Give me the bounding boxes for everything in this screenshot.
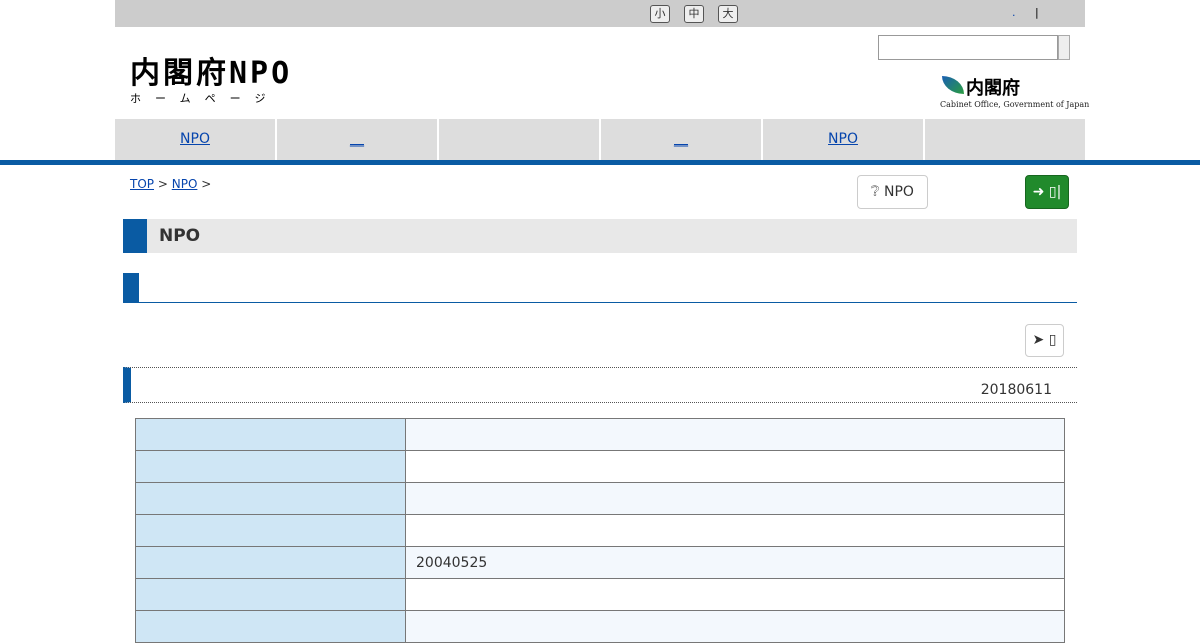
breadcrumb: TOP > NPO >: [130, 177, 211, 191]
nav-link[interactable]: __: [350, 131, 364, 147]
search-input[interactable]: [878, 35, 1058, 60]
table-row: [135, 418, 1065, 451]
table-row: [135, 610, 1065, 643]
npo-info-table: 20040525: [135, 418, 1065, 643]
arrow-circle-right-icon: ➤: [1032, 332, 1045, 348]
updated-date-heading: 20180611: [123, 367, 1077, 403]
table-row: [135, 482, 1065, 515]
row-value: [405, 514, 1065, 547]
sign-in-icon: ➜: [1032, 184, 1045, 200]
row-value: [405, 610, 1065, 643]
nav-link[interactable]: NPO: [828, 131, 858, 147]
npo-help-button[interactable]: ❔︎ NPO: [857, 175, 928, 209]
page-title: NPO: [123, 219, 1077, 253]
breadcrumb-sep: >: [201, 177, 212, 191]
font-size-small-button[interactable]: 小: [650, 5, 670, 23]
table-row: [135, 578, 1065, 611]
row-label: [135, 546, 406, 579]
row-label: [135, 578, 406, 611]
row-label: [135, 418, 406, 451]
next-label: ▯: [1048, 332, 1057, 348]
nav-item[interactable]: NPO: [763, 119, 925, 160]
nav-item[interactable]: NPO: [115, 119, 277, 160]
main-nav: NPO __ __ NPO: [115, 119, 1085, 160]
site-logo[interactable]: 内閣府NPO ホームページ: [130, 48, 292, 106]
breadcrumb-sep: >: [157, 177, 168, 191]
next-button[interactable]: ➤ ▯: [1025, 324, 1064, 357]
cabinet-office-logo[interactable]: 内閣府 Cabinet Office, Government of Japan: [940, 74, 1089, 109]
table-row: [135, 514, 1065, 547]
row-label: [135, 514, 406, 547]
breadcrumb-top[interactable]: TOP: [130, 177, 155, 191]
row-value: [405, 418, 1065, 451]
logo-sub: ホームページ: [130, 92, 280, 105]
row-value: [405, 482, 1065, 515]
npo-help-label: NPO: [883, 184, 914, 200]
font-size-large-button[interactable]: 大: [718, 5, 738, 23]
top-bar: 小 中 大 . |: [115, 0, 1085, 27]
row-value: 20040525: [405, 546, 1065, 579]
search-button[interactable]: [1058, 35, 1070, 60]
row-value: [405, 450, 1065, 483]
updated-date: 20180611: [980, 382, 1052, 398]
nav-item[interactable]: __: [601, 119, 763, 160]
nav-link[interactable]: __: [674, 131, 688, 147]
login-label: ▯|: [1048, 184, 1062, 200]
section-heading: [123, 273, 1077, 303]
cabinet-office-en: Cabinet Office, Government of Japan: [940, 100, 1090, 109]
table-row: [135, 450, 1065, 483]
row-label: [135, 482, 406, 515]
question-circle-icon: ❔︎: [871, 184, 880, 200]
breadcrumb-npo[interactable]: NPO: [171, 177, 198, 191]
nav-item[interactable]: [925, 119, 1085, 160]
font-size-medium-button[interactable]: 中: [684, 5, 704, 23]
row-label: [135, 450, 406, 483]
nav-item[interactable]: [439, 119, 601, 160]
row-value: [405, 578, 1065, 611]
nav-link[interactable]: NPO: [180, 131, 210, 147]
external-link-icon[interactable]: .: [1012, 6, 1016, 19]
logo-main: 内閣府NPO: [130, 56, 293, 91]
separator: |: [1035, 6, 1039, 19]
nav-item[interactable]: __: [277, 119, 439, 160]
table-row: 20040525: [135, 546, 1065, 579]
row-label: [135, 610, 406, 643]
divider: [0, 160, 1200, 165]
cabinet-office-jp: 内閣府: [966, 78, 1020, 99]
login-button[interactable]: ➜ ▯|: [1025, 175, 1069, 209]
